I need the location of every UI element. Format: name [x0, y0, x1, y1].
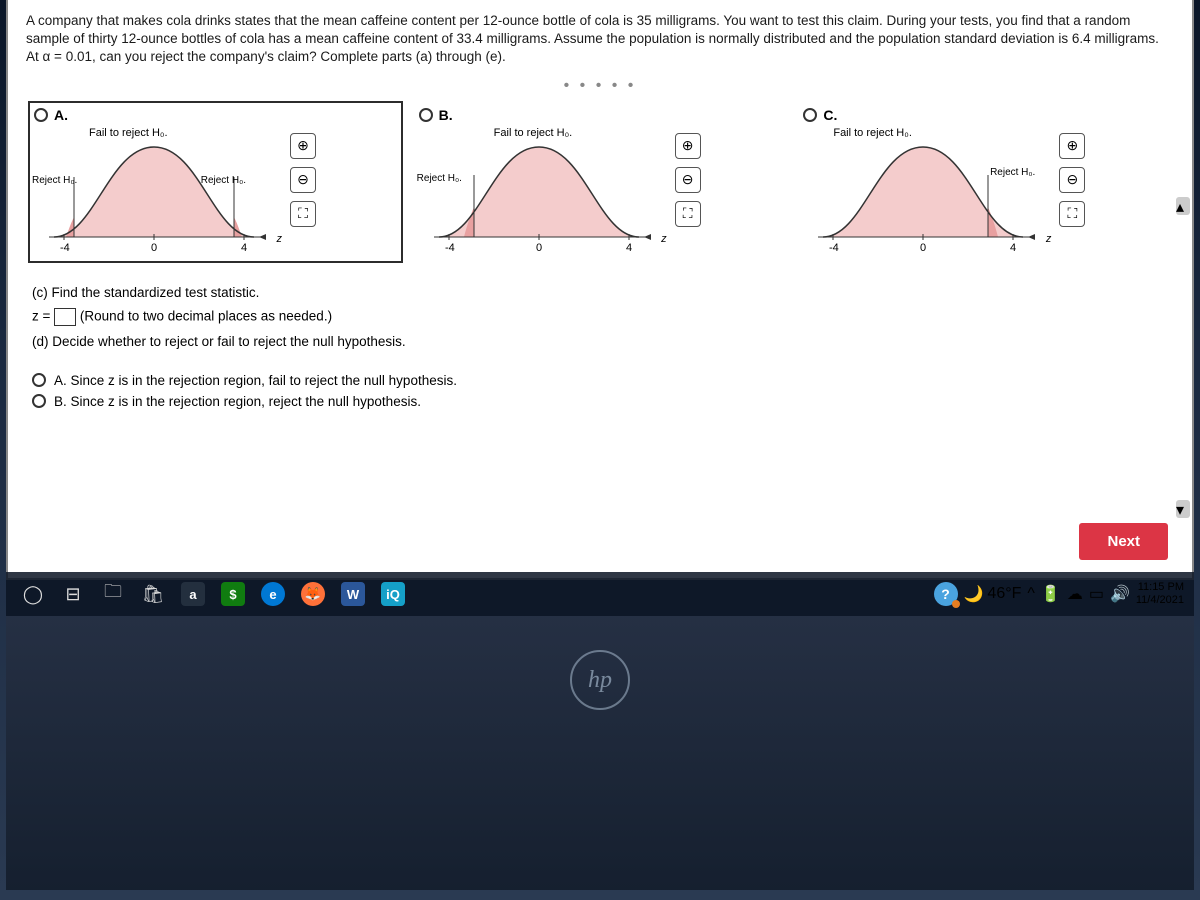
fail-label-b: Fail to reject H₀.	[494, 127, 573, 139]
wifi-icon[interactable]: ☁	[1067, 584, 1083, 604]
z-input[interactable]	[54, 308, 76, 326]
graph-options-row: ▴ A. -4	[8, 97, 1192, 263]
file-explorer-icon[interactable]: 🗀	[96, 577, 130, 611]
svg-text:0: 0	[920, 242, 926, 254]
zoom-out-icon[interactable]: ⊖	[290, 167, 316, 193]
scroll-down-indicator[interactable]: ▾	[1176, 500, 1190, 518]
choice-a-row[interactable]: A. Since z is in the rejection region, f…	[32, 373, 1168, 388]
svg-text:-4: -4	[445, 242, 455, 254]
radio-b[interactable]	[419, 108, 433, 122]
start-icon[interactable]: ◯	[16, 577, 50, 611]
radio-choice-b[interactable]	[32, 394, 46, 408]
curve-b-svg: -4 0 4	[419, 127, 659, 257]
graph-a: -4 0 4 z Fail to reject H₀. Reject H₀. R…	[34, 127, 274, 257]
store-icon[interactable]: 🛍	[136, 577, 170, 611]
tray-chevron-icon[interactable]: ^	[1027, 585, 1035, 603]
curve-a-svg: -4 0 4	[34, 127, 274, 257]
z-axis-label-a: z	[277, 233, 283, 245]
temperature: 46°F	[987, 585, 1021, 603]
fail-label-a: Fail to reject H₀.	[89, 127, 168, 139]
reject-right-a: Reject H₀.	[201, 175, 246, 186]
curve-c-svg: -4 0 4	[803, 127, 1043, 257]
desk-reflection-area: ◯ ⊟ 🗀 🛍 a $ e 🦊 W iQ ? 🌙 46°F ^ 🔋 ☁ ▭ 🔊 …	[6, 580, 1194, 890]
svg-text:4: 4	[1010, 242, 1016, 254]
scroll-up-indicator[interactable]: ▴	[1176, 197, 1190, 215]
help-icon[interactable]: ?	[934, 582, 958, 606]
choice-b-text: B. Since z is in the rejection region, r…	[54, 394, 421, 409]
z-axis-label-c: z	[1046, 233, 1052, 245]
part-c-prompt: (c) Find the standardized test statistic…	[32, 285, 1168, 300]
expand-icon[interactable]: ⛶	[290, 201, 316, 227]
svg-text:0: 0	[536, 242, 542, 254]
choice-a-text: A. Since z is in the rejection region, f…	[54, 373, 457, 388]
zoom-in-icon[interactable]: ⊕	[1059, 133, 1085, 159]
firefox-icon[interactable]: 🦊	[296, 577, 330, 611]
zoom-in-icon[interactable]: ⊕	[675, 133, 701, 159]
option-b-letter: B.	[439, 107, 453, 123]
problem-statement: A company that makes cola drinks states …	[8, 0, 1192, 75]
graph-b: -4 0 4 z Fail to reject H₀. Reject H₀. ⊕…	[419, 127, 659, 257]
hp-logo: hp	[570, 650, 630, 710]
svg-text:4: 4	[626, 242, 632, 254]
amazon-icon[interactable]: a	[176, 577, 210, 611]
volume-icon[interactable]: 🔊	[1110, 584, 1130, 604]
expand-icon[interactable]: ⛶	[675, 201, 701, 227]
word-icon[interactable]: W	[336, 577, 370, 611]
option-c[interactable]: C. -4 0 4 z Fail to rej	[797, 101, 1172, 263]
option-a[interactable]: A. -4 0 4	[28, 101, 403, 263]
z-equals-label: z =	[32, 308, 50, 323]
zoom-out-icon[interactable]: ⊖	[1059, 167, 1085, 193]
part-d-prompt: (d) Decide whether to reject or fail to …	[32, 334, 1168, 349]
option-b-label: B.	[419, 107, 782, 123]
tick-0: 0	[151, 242, 157, 254]
option-c-label: C.	[803, 107, 1166, 123]
z-axis-label-b: z	[661, 233, 667, 245]
moon-icon: 🌙	[964, 584, 984, 604]
task-view-icon[interactable]: ⊟	[56, 577, 90, 611]
iq-icon[interactable]: iQ	[376, 577, 410, 611]
option-b[interactable]: B. -4 0 4 z Fail to rej	[413, 101, 788, 263]
weather-widget[interactable]: 🌙 46°F	[964, 584, 1022, 604]
radio-a[interactable]	[34, 108, 48, 122]
option-a-label: A.	[34, 107, 397, 123]
reject-right-c: Reject H₀.	[990, 167, 1035, 178]
graph-b-tools: ⊕ ⊖ ⛶	[675, 133, 701, 227]
edge-icon[interactable]: e	[256, 577, 290, 611]
money-icon[interactable]: $	[216, 577, 250, 611]
section-divider: • • • • •	[8, 75, 1192, 97]
reject-left-a: Reject H₀.	[32, 175, 77, 186]
tick-neg4: -4	[60, 242, 70, 254]
radio-choice-a[interactable]	[32, 373, 46, 387]
zoom-out-icon[interactable]: ⊖	[675, 167, 701, 193]
radio-c[interactable]	[803, 108, 817, 122]
choice-b-row[interactable]: B. Since z is in the rejection region, r…	[32, 394, 1168, 409]
svg-text:-4: -4	[829, 242, 839, 254]
rounding-hint: (Round to two decimal places as needed.)	[80, 308, 332, 323]
tick-4: 4	[241, 242, 247, 254]
part-d-options: A. Since z is in the rejection region, f…	[8, 363, 1192, 419]
z-input-row: z = (Round to two decimal places as need…	[32, 308, 1168, 326]
date-text: 11/4/2021	[1136, 594, 1184, 607]
graph-c-tools: ⊕ ⊖ ⛶	[1059, 133, 1085, 227]
expand-icon[interactable]: ⛶	[1059, 201, 1085, 227]
fail-label-c: Fail to reject H₀.	[833, 127, 912, 139]
option-c-letter: C.	[823, 107, 837, 123]
part-c-section: (c) Find the standardized test statistic…	[8, 263, 1192, 363]
action-center-icon[interactable]: ▭	[1089, 584, 1104, 604]
zoom-in-icon[interactable]: ⊕	[290, 133, 316, 159]
homework-window: A company that makes cola drinks states …	[6, 0, 1194, 580]
next-button[interactable]: Next	[1079, 523, 1168, 560]
graph-a-tools: ⊕ ⊖ ⛶	[290, 133, 316, 227]
time-text: 11:15 PM	[1136, 581, 1184, 594]
windows-taskbar: ◯ ⊟ 🗀 🛍 a $ e 🦊 W iQ ? 🌙 46°F ^ 🔋 ☁ ▭ 🔊 …	[6, 572, 1194, 616]
battery-icon[interactable]: 🔋	[1041, 584, 1061, 604]
graph-c: -4 0 4 z Fail to reject H₀. Reject H₀. ⊕…	[803, 127, 1043, 257]
option-a-letter: A.	[54, 107, 68, 123]
clock[interactable]: 11:15 PM 11/4/2021	[1136, 581, 1184, 607]
reject-left-b: Reject H₀.	[417, 173, 462, 184]
